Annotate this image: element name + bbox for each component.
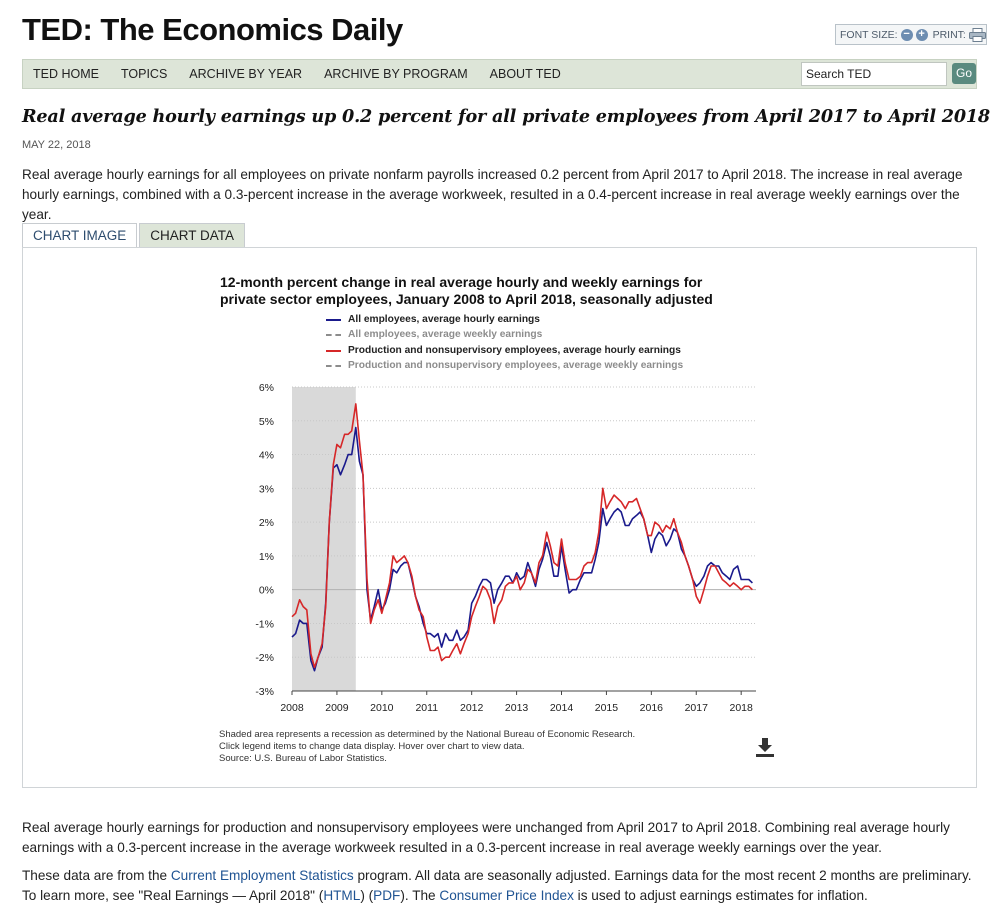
interaction-note: Click legend items to change data displa…	[219, 741, 525, 752]
source-text-2: program. All data are seasonally adjuste…	[22, 868, 972, 903]
search-go-button[interactable]: Go	[952, 63, 976, 84]
y-tick-label: 0%	[259, 585, 274, 597]
x-tick-label: 2015	[595, 702, 619, 714]
x-tick-label: 2008	[280, 702, 304, 714]
tab-chart-image[interactable]: CHART IMAGE	[22, 223, 138, 248]
font-decrease-icon[interactable]: −	[900, 28, 913, 41]
legend-item-production-weekly[interactable]: Production and nonsupervisory employees,…	[326, 360, 683, 371]
x-tick-label: 2013	[505, 702, 529, 714]
nav-topics[interactable]: TOPICS	[120, 67, 168, 81]
font-increase-icon[interactable]: +	[915, 28, 928, 41]
source-text-3: ) (	[360, 888, 374, 903]
legend-swatch-all-hourly	[326, 318, 341, 321]
download-icon[interactable]	[754, 736, 776, 758]
intro-paragraph: Real average hourly earnings for all emp…	[22, 167, 963, 222]
nav-about-ted[interactable]: ABOUT TED	[489, 67, 561, 81]
cpi-link[interactable]: Consumer Price Index	[439, 888, 574, 903]
article-title: Real average hourly earnings up 0.2 perc…	[22, 106, 990, 127]
legend-item-production-hourly[interactable]: Production and nonsupervisory employees,…	[326, 345, 681, 356]
printer-icon[interactable]	[968, 27, 986, 42]
y-tick-label: 5%	[259, 416, 274, 428]
x-tick-label: 2018	[729, 702, 753, 714]
main-nav: TED HOME TOPICS ARCHIVE BY YEAR ARCHIVE …	[22, 59, 977, 89]
source-text-4: ). The	[400, 888, 440, 903]
series-line-production-hourly	[291, 403, 753, 669]
print-label: PRINT:	[932, 28, 966, 41]
font-size-label: FONT SIZE:	[840, 28, 898, 41]
x-tick-label: 2011	[415, 702, 438, 714]
source-text-5: is used to adjust earnings estimates for…	[573, 888, 868, 903]
y-tick-label: 6%	[259, 382, 274, 394]
legend-label-all-weekly: All employees, average weekly earnings	[348, 329, 543, 340]
source-note: Source: U.S. Bureau of Labor Statistics.	[219, 753, 387, 764]
chart-panel	[22, 247, 977, 788]
legend-item-all-hourly[interactable]: All employees, average hourly earnings	[326, 314, 540, 325]
nav-archive-by-year[interactable]: ARCHIVE BY YEAR	[189, 67, 303, 81]
legend-label-production-hourly: Production and nonsupervisory employees,…	[348, 345, 681, 356]
source-paragraph: These data are from the Current Employme…	[22, 866, 982, 906]
publication-date: MAY 22, 2018	[22, 139, 91, 151]
y-tick-label: 3%	[259, 483, 274, 495]
nav-ted-home[interactable]: TED HOME	[33, 67, 99, 81]
legend-swatch-all-weekly	[326, 333, 341, 336]
y-tick-label: -1%	[255, 618, 274, 630]
production-paragraph: Real average hourly earnings for product…	[22, 820, 950, 855]
legend-item-all-weekly[interactable]: All employees, average weekly earnings	[326, 329, 542, 340]
ces-link[interactable]: Current Employment Statistics	[170, 868, 354, 883]
x-tick-label: 2010	[370, 702, 394, 714]
x-tick-label: 2014	[550, 702, 574, 714]
search-input[interactable]	[801, 62, 947, 86]
x-tick-label: 2016	[640, 702, 664, 714]
chart-title-line-2: private sector employees, January 2008 t…	[220, 291, 713, 307]
nav-archive-by-program[interactable]: ARCHIVE BY PROGRAM	[324, 67, 468, 81]
y-tick-label: -2%	[255, 652, 274, 664]
y-tick-label: 1%	[259, 551, 274, 563]
y-tick-label: -3%	[255, 686, 274, 698]
recession-shading	[292, 387, 356, 691]
source-text-1: These data are from the	[22, 868, 171, 883]
recession-note: Shaded area represents a recession as de…	[219, 729, 636, 740]
x-tick-label: 2012	[460, 702, 484, 714]
y-tick-label: 4%	[259, 450, 274, 462]
site-title: TED: The Economics Daily	[22, 12, 403, 47]
chart-tabs: CHART IMAGE CHART DATA	[22, 223, 247, 248]
legend-swatch-production-hourly	[326, 349, 341, 352]
pdf-link[interactable]: PDF	[373, 888, 401, 903]
x-tick-label: 2009	[325, 702, 349, 714]
x-tick-label: 2017	[685, 702, 709, 714]
legend-swatch-production-weekly	[326, 364, 341, 367]
page-tools: FONT SIZE: − + PRINT:	[835, 24, 987, 45]
html-link[interactable]: HTML	[323, 888, 361, 903]
y-tick-label: 2%	[259, 517, 274, 529]
legend-label-all-hourly: All employees, average hourly earnings	[348, 314, 540, 325]
legend-label-production-weekly: Production and nonsupervisory employees,…	[348, 360, 684, 371]
chart-title-line-1: 12-month percent change in real average …	[220, 274, 703, 290]
tab-chart-data[interactable]: CHART DATA	[139, 223, 246, 248]
